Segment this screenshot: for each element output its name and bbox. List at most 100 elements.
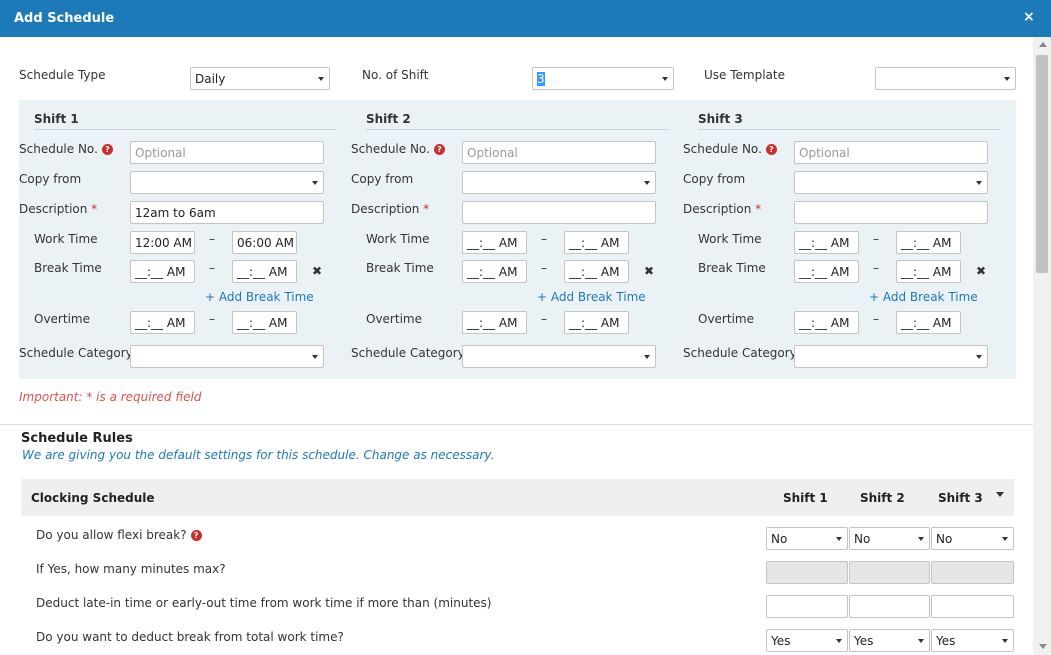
scrollbar-thumb[interactable] (1036, 55, 1048, 273)
schedule-no-input[interactable]: Optional (794, 141, 988, 164)
overtime-label: Overtime (366, 312, 422, 326)
shift-divider (698, 129, 1000, 130)
work-time-to-input[interactable]: __:__ AM (896, 231, 961, 254)
description-input[interactable]: 12am to 6am (130, 201, 324, 224)
chevron-down-icon (836, 537, 842, 541)
overtime-label: Overtime (34, 312, 90, 326)
schedule-no-input[interactable]: Optional (462, 141, 656, 164)
help-icon[interactable]: ? (101, 144, 113, 155)
work-time-from-input[interactable]: __:__ AM (794, 231, 859, 254)
break-time-to-input[interactable]: __:__ AM (896, 260, 961, 283)
schedule-type-label: Schedule Type (19, 68, 106, 82)
range-dash: – (209, 232, 215, 246)
help-icon[interactable]: ? (433, 144, 445, 155)
work-time-from-input[interactable]: 12:00 AM (130, 231, 195, 254)
flexi-break-shift-1-select[interactable]: No (766, 527, 848, 550)
schedule-rules-subtitle: We are giving you the default settings f… (22, 448, 495, 462)
add-break-time-link[interactable]: + Add Break Time (537, 290, 646, 304)
deduct-break-shift-3-select[interactable]: Yes (931, 629, 1014, 652)
remove-break-icon[interactable]: ✖ (312, 264, 323, 278)
work-time-to-input[interactable]: __:__ AM (564, 231, 629, 254)
overtime-to-input[interactable]: __:__ AM (564, 311, 629, 334)
collapse-caret-icon[interactable] (996, 492, 1004, 497)
remove-break-icon[interactable]: ✖ (976, 264, 987, 278)
copy-from-select[interactable] (462, 171, 656, 194)
shift-2-column-header: Shift 2 (860, 491, 905, 505)
copy-from-label: Copy from (351, 172, 414, 186)
schedule-category-select[interactable] (462, 345, 656, 368)
description-input[interactable] (462, 201, 656, 224)
help-icon[interactable]: ? (190, 530, 202, 541)
chevron-down-icon (1002, 537, 1008, 541)
break-time-from-input[interactable]: __:__ AM (130, 260, 195, 283)
schedule-no-label: Schedule No.? (351, 142, 445, 156)
shift-title: Shift 1 (34, 112, 79, 126)
schedule-no-label: Schedule No.? (683, 142, 777, 156)
shift-1-column-header: Shift 1 (783, 491, 828, 505)
shift-3-column-header: Shift 3 (938, 491, 983, 505)
description-label: Description * (683, 202, 762, 216)
chevron-down-icon (976, 355, 982, 359)
range-dash: – (873, 261, 879, 275)
chevron-down-icon (918, 537, 924, 541)
deduct-break-shift-1-select[interactable]: Yes (766, 629, 848, 652)
add-break-time-link[interactable]: + Add Break Time (869, 290, 978, 304)
work-time-from-input[interactable]: __:__ AM (462, 231, 527, 254)
use-template-select[interactable] (875, 67, 1016, 90)
schedule-category-select[interactable] (794, 345, 988, 368)
scroll-down-arrow-icon[interactable] (1039, 644, 1047, 649)
copy-from-select[interactable] (130, 171, 324, 194)
overtime-to-input[interactable]: __:__ AM (232, 311, 297, 334)
section-divider (0, 424, 1033, 425)
overtime-from-input[interactable]: __:__ AM (130, 311, 195, 334)
break-time-to-input[interactable]: __:__ AM (232, 260, 297, 283)
add-break-time-link[interactable]: + Add Break Time (205, 290, 314, 304)
required-field-note: Important: * is a required field (19, 390, 202, 404)
copy-from-select[interactable] (794, 171, 988, 194)
break-time-label: Break Time (366, 261, 434, 275)
rule-question: Do you want to deduct break from total w… (36, 630, 344, 644)
description-label: Description * (351, 202, 430, 216)
scroll-up-arrow-icon[interactable] (1039, 42, 1047, 47)
work-time-label: Work Time (34, 232, 98, 246)
chevron-down-icon (836, 639, 842, 643)
deduct-late-shift-3-input[interactable] (931, 595, 1014, 618)
description-input[interactable] (794, 201, 988, 224)
schedule-category-select[interactable] (130, 345, 324, 368)
dialog-titlebar: Add Schedule × (0, 0, 1051, 37)
overtime-from-input[interactable]: __:__ AM (794, 311, 859, 334)
schedule-category-label: Schedule Category (19, 346, 133, 360)
shift-title: Shift 3 (698, 112, 743, 126)
schedule-category-label: Schedule Category (351, 346, 465, 360)
work-time-label: Work Time (698, 232, 762, 246)
overtime-label: Overtime (698, 312, 754, 326)
chevron-down-icon (318, 77, 324, 81)
no-of-shift-select[interactable]: 3 (532, 67, 674, 90)
overtime-to-input[interactable]: __:__ AM (896, 311, 961, 334)
chevron-down-icon (1002, 639, 1008, 643)
deduct-late-shift-2-input[interactable] (849, 595, 930, 618)
deduct-break-shift-2-select[interactable]: Yes (849, 629, 930, 652)
flexi-break-shift-3-select[interactable]: No (931, 527, 1014, 550)
work-time-to-input[interactable]: 06:00 AM (232, 231, 297, 254)
break-time-to-input[interactable]: __:__ AM (564, 260, 629, 283)
break-time-label: Break Time (34, 261, 102, 275)
deduct-late-shift-1-input[interactable] (766, 595, 848, 618)
range-dash: – (873, 312, 879, 326)
no-of-shift-label: No. of Shift (362, 68, 429, 82)
schedule-no-input[interactable]: Optional (130, 141, 324, 164)
clocking-schedule-heading: Clocking Schedule (31, 491, 155, 505)
overtime-from-input[interactable]: __:__ AM (462, 311, 527, 334)
remove-break-icon[interactable]: ✖ (644, 264, 655, 278)
dialog-title: Add Schedule (14, 11, 115, 26)
help-icon[interactable]: ? (765, 144, 777, 155)
copy-from-label: Copy from (683, 172, 746, 186)
break-time-from-input[interactable]: __:__ AM (794, 260, 859, 283)
schedule-type-select[interactable]: Daily (190, 67, 330, 90)
close-icon[interactable]: × (1023, 9, 1035, 25)
rule-question: If Yes, how many minutes max? (36, 562, 226, 576)
break-time-from-input[interactable]: __:__ AM (462, 260, 527, 283)
flexi-break-shift-2-select[interactable]: No (849, 527, 930, 550)
chevron-down-icon (918, 639, 924, 643)
schedule-no-label: Schedule No.? (19, 142, 113, 156)
